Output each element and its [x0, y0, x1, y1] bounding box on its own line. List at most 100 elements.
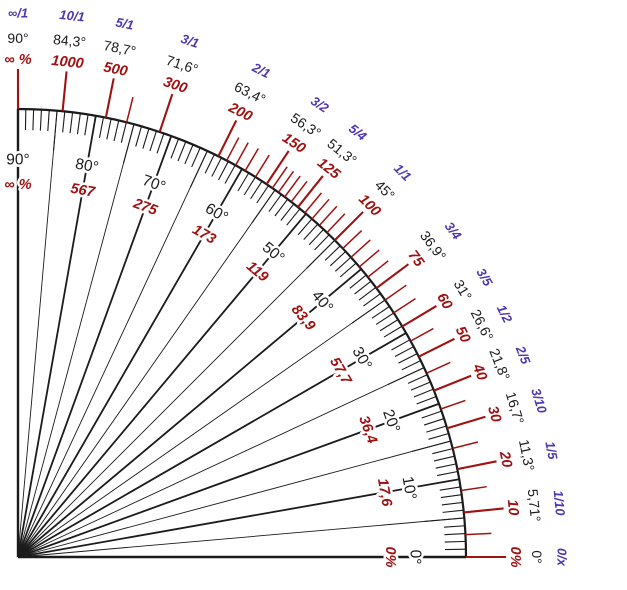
percent-tick-minor-85 — [358, 249, 380, 268]
degree-tick-72 — [149, 130, 157, 152]
degree-tick-32 — [379, 319, 399, 332]
outer-percent-label-0: ∞ % — [4, 52, 31, 68]
degree-tick-74 — [135, 126, 143, 147]
percent-tick-minor-145 — [271, 166, 288, 189]
degree-tick-81 — [84, 114, 89, 136]
degree-tick-19 — [421, 410, 442, 419]
outer-percent-label-11: 40 — [469, 361, 490, 383]
degree-tick-24 — [407, 374, 428, 384]
outer-percent-label-13: 20 — [496, 449, 515, 469]
degree-tick-35 — [351, 299, 386, 324]
degree-tick-48 — [303, 223, 319, 241]
degree-tick-37 — [358, 286, 377, 301]
percent-tick-minor-70 — [384, 284, 407, 301]
degree-tick-9 — [439, 486, 461, 491]
percent-tick-major-150 — [265, 150, 290, 185]
degree-tick-31 — [383, 325, 403, 338]
outer-ratio-label-12: 3/10 — [528, 386, 550, 415]
outer-degree-label-14: 5,71° — [525, 488, 544, 522]
degree-tick-75 — [123, 124, 135, 164]
outer-ratio-label-4: 2/1 — [249, 59, 273, 81]
outer-ratio-label-7: 1/1 — [391, 161, 414, 184]
outer-ratio-label-2: 5/1 — [114, 14, 135, 32]
outer-degree-label-9: 31° — [451, 277, 476, 303]
fan-line-30deg — [17, 332, 407, 558]
inner-degree-label-0: 90° — [6, 152, 29, 169]
inner-degree-label-6: 30° — [349, 344, 375, 373]
degree-tick-73 — [142, 128, 150, 149]
degree-tick-62 — [217, 161, 229, 181]
percent-tick-major-125 — [297, 175, 324, 208]
percent-tick-major-1000 — [61, 71, 68, 112]
outer-percent-label-9: 60 — [433, 290, 455, 312]
degree-tick-57 — [250, 180, 263, 200]
degree-tick-46 — [314, 234, 330, 251]
outer-degree-label-2: 78,7° — [102, 37, 137, 59]
inner-percent-label-2: 275 — [130, 195, 160, 219]
outer-degree-label-0: 90° — [7, 30, 28, 46]
fan-line-85deg — [17, 110, 58, 558]
percent-tick-minor-130 — [290, 180, 308, 203]
fan-line-50deg — [17, 213, 307, 558]
degree-tick-64 — [204, 154, 215, 174]
degree-tick-8 — [440, 494, 462, 499]
outer-percent-label-12: 30 — [484, 404, 504, 424]
outer-ratio-label-9: 3/5 — [473, 265, 496, 289]
percent-tick-major-200 — [217, 120, 238, 157]
percent-tick-major-60 — [401, 305, 437, 328]
degree-tick-22 — [413, 388, 434, 398]
inner-percent-label-4: 119 — [243, 258, 271, 285]
degree-tick-79 — [98, 117, 105, 138]
outer-labels: ∞/1 90° ∞ % 10/1 84,3° 1000 5/1 78,7°500 3/171,6… — [2, 3, 572, 570]
fan-line-40deg — [17, 268, 362, 558]
degree-tick-14 — [432, 448, 453, 455]
degree-tick-49 — [297, 218, 313, 236]
outer-ratio-label-15: 0/x — [555, 548, 570, 567]
degree-tick-59 — [237, 172, 250, 192]
percent-tick-minor-55 — [410, 327, 434, 342]
percent-tick-major-20 — [457, 460, 497, 471]
degree-tick-29 — [391, 339, 411, 351]
outer-percent-label-15: 0% — [507, 547, 523, 568]
degree-tick-13 — [433, 455, 455, 462]
degree-tick-39 — [349, 274, 367, 289]
degree-tick-6 — [442, 509, 464, 513]
degree-tick-54 — [268, 194, 282, 212]
percent-tick-minor-140 — [277, 170, 295, 193]
fan-lines — [16, 109, 466, 559]
degree-tick-33 — [375, 312, 395, 325]
degree-tick-3 — [444, 533, 466, 536]
percent-tick-minor-135 — [284, 175, 301, 198]
degree-tick-66 — [191, 147, 201, 168]
outer-degree-label-13: 11,3° — [516, 438, 538, 472]
degree-tick-76 — [120, 122, 127, 143]
outer-percent-label-14: 10 — [504, 499, 522, 517]
degree-tick-52 — [280, 203, 295, 221]
outer-ratio-label-10: 1/2 — [494, 302, 516, 326]
percent-tick-major-50 — [418, 337, 455, 358]
degree-tick-77 — [113, 120, 120, 142]
percent-tick-minor-160 — [254, 154, 270, 178]
fan-line-20deg — [17, 402, 440, 558]
fan-line-70deg — [17, 135, 173, 558]
degree-tick-86 — [47, 110, 50, 132]
percent-tick-minor-25 — [452, 441, 479, 450]
degree-tick-11 — [437, 470, 458, 477]
degree-tick-56 — [256, 185, 269, 204]
outer-degree-label-15: 0° — [529, 550, 545, 563]
percent-tick-minor-5 — [465, 532, 492, 536]
outer-degree-label-11: 21,8° — [486, 346, 513, 382]
inner-percent-label-6: 57,7 — [326, 355, 354, 388]
percent-tick-minor-115 — [311, 198, 330, 220]
inner-degree-label-2: 70° — [140, 172, 168, 196]
percent-tick-major-300 — [158, 93, 174, 133]
fan-line-25deg — [17, 367, 425, 558]
degree-tick-41 — [339, 262, 357, 278]
fan-line-45deg — [17, 239, 336, 558]
degree-tick-42 — [334, 256, 352, 272]
degree-tick-53 — [274, 198, 289, 217]
outer-ratio-label-14: 1/10 — [551, 490, 569, 517]
degree-tick-43 — [329, 251, 347, 267]
degree-tick-18 — [423, 418, 445, 426]
